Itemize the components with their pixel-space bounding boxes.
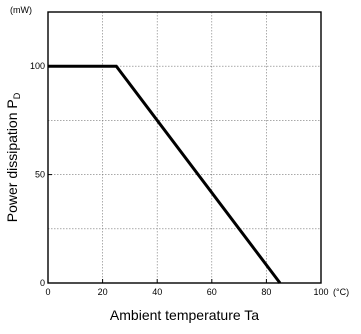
plot-frame [47, 11, 322, 284]
x-tick-label: 20 [98, 287, 108, 297]
grid-layer [47, 11, 322, 284]
y-tick-label: 0 [40, 278, 45, 288]
y-unit-label: (mW) [10, 5, 32, 15]
series-line [48, 64, 282, 284]
x-axis-title: Ambient temperature Ta [110, 307, 259, 323]
x-tick-label: 0 [45, 287, 50, 297]
tick-layer: 0 20 40 60 80 100 0 50 100 [30, 61, 329, 297]
y-axis-title-subscript: D [12, 92, 22, 99]
x-tick-label: 100 [313, 287, 328, 297]
y-tick-label: 100 [30, 61, 45, 71]
series-layer [48, 64, 282, 284]
y-axis-title: Power dissipation PD [4, 92, 22, 222]
y-tick-label: 50 [35, 170, 45, 180]
x-tick-label: 60 [207, 287, 217, 297]
x-tick-label: 80 [261, 287, 271, 297]
y-axis-title-main: Power dissipation P [4, 99, 20, 222]
x-tick-label: 40 [152, 287, 162, 297]
x-unit-label: (°C) [333, 287, 349, 297]
